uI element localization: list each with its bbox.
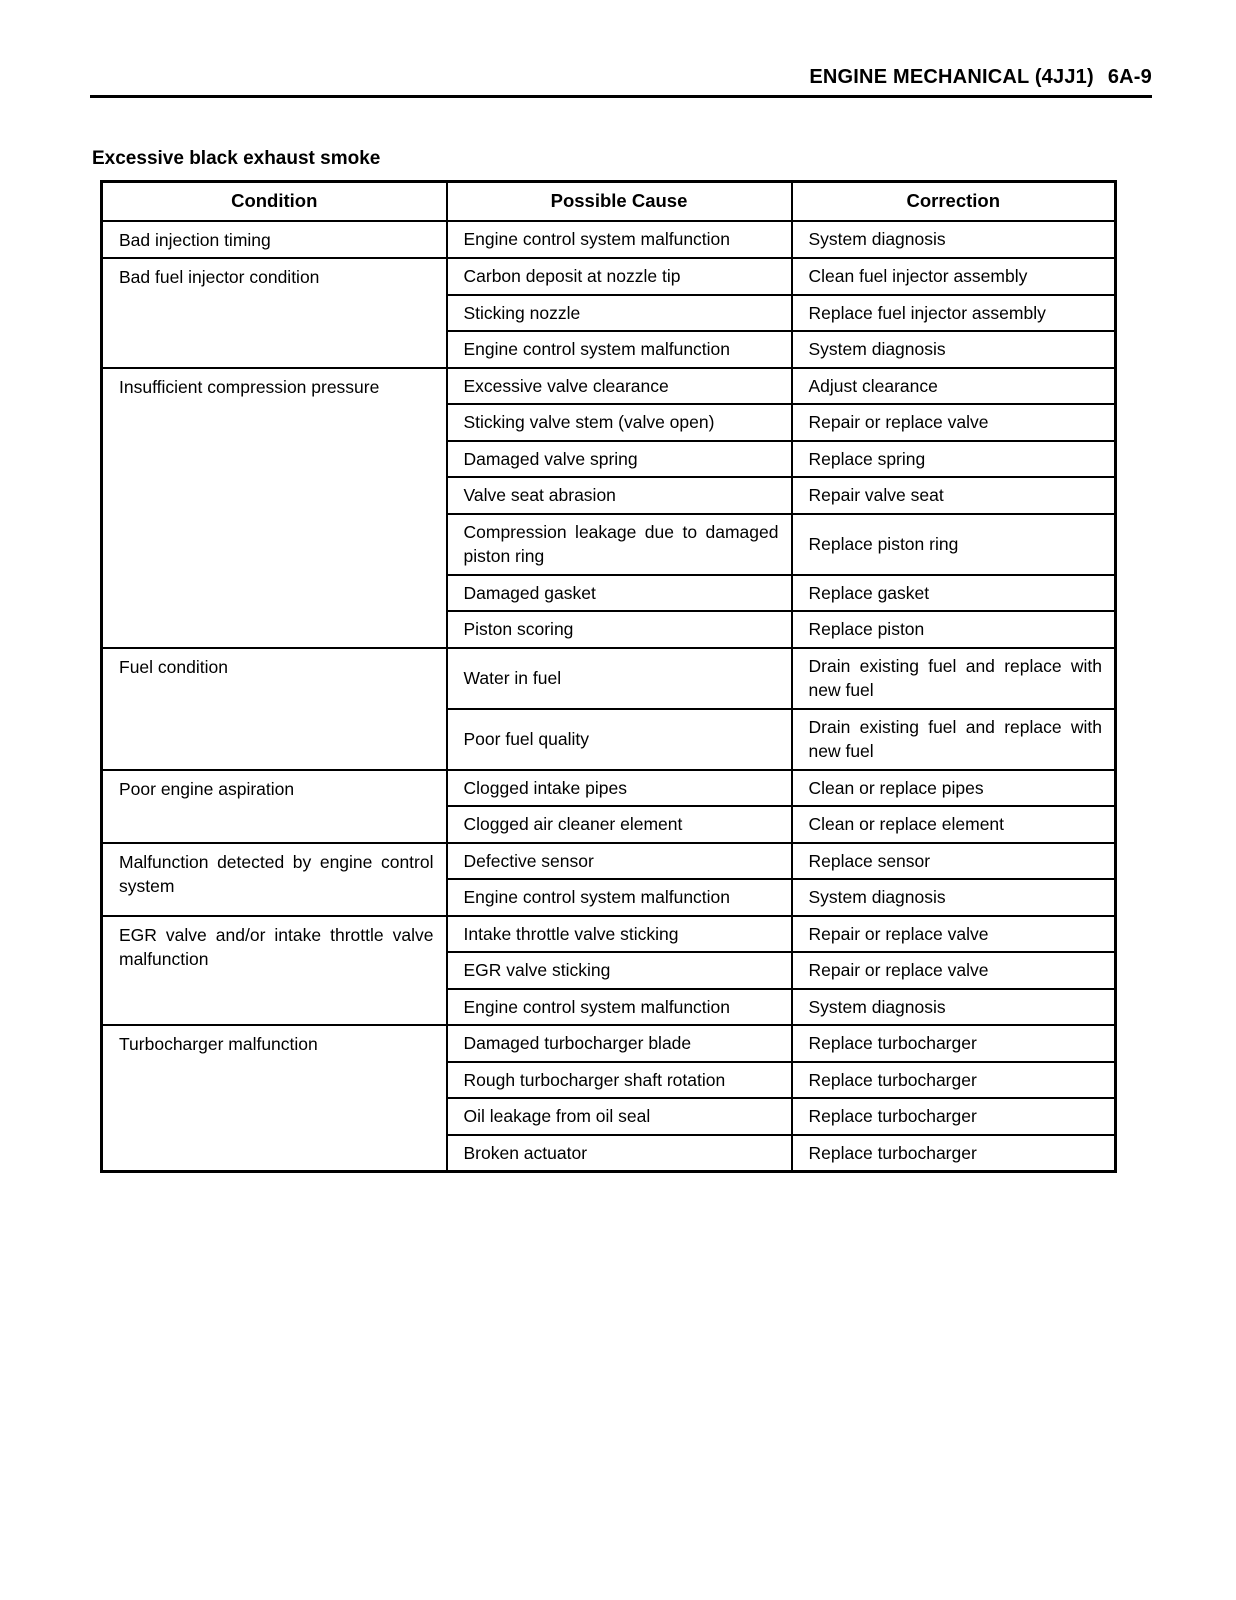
table-row: Poor engine aspiration Clogged intake pip… [100, 768, 1117, 844]
table-row: Damaged gasket Replace gasket [102, 573, 1117, 613]
table-row: Compression leakage due to damaged pisto… [102, 512, 1117, 576]
correction-cell: Drain existing fuel and replace with new… [790, 646, 1117, 710]
running-header-section: ENGINE MECHANICAL (4JJ1) [809, 66, 1094, 88]
running-header: ENGINE MECHANICAL (4JJ1) 6A-9 [90, 66, 1152, 89]
cause-cell: Clogged air cleaner element [445, 805, 793, 844]
table-header-row: Condition Possible Cause Correction [100, 180, 1117, 222]
correction-cell: Replace turbocharger [790, 1097, 1117, 1136]
header-rule [90, 95, 1152, 98]
table-row: Insufficient compression pressure Excessi… [100, 366, 1117, 649]
condition-cell: Fuel condition [100, 646, 448, 771]
correction-cell: Clean or replace pipes [790, 768, 1117, 808]
correction-cell: Replace turbocharger [790, 1024, 1117, 1063]
cause-cell: Broken actuator [445, 1133, 793, 1173]
table-row: Oil leakage from oil seal Replace turboch… [102, 1097, 1117, 1136]
table-row: EGR valve and/or intake throttle valve m… [100, 914, 1117, 1027]
correction-cell: System diagnosis [790, 219, 1117, 260]
correction-cell: Adjust clearance [790, 366, 1117, 406]
cause-cell: Carbon deposit at nozzle tip [445, 257, 793, 296]
cause-cell: Piston scoring [445, 610, 793, 649]
correction-cell: Replace turbocharger [790, 1133, 1117, 1173]
cause-cell: Damaged turbocharger blade [445, 1024, 793, 1063]
table-row: Broken actuator Replace turbocharger [102, 1133, 1117, 1173]
table-row: Engine control system malfunction System … [102, 330, 1117, 369]
table-row: Engine control system malfunction System … [102, 987, 1117, 1027]
correction-cell: Replace turbocharger [790, 1060, 1117, 1100]
table-row: Damaged valve spring Replace spring [102, 439, 1117, 479]
correction-cell: System diagnosis [790, 878, 1117, 917]
table-row: Fuel condition Water in fuel Drain existin… [100, 646, 1117, 771]
correction-cell: Drain existing fuel and replace with new… [790, 707, 1117, 771]
cause-cell: Defective sensor [445, 841, 793, 881]
condition-cell: Insufficient compression pressure [100, 366, 448, 649]
correction-cell: Replace sensor [790, 841, 1117, 881]
correction-cell: Replace spring [790, 439, 1117, 479]
section-title: Excessive black exhaust smoke [92, 148, 381, 169]
cause-cell: Sticking nozzle [445, 293, 793, 333]
condition-cell: Turbocharger malfunction [100, 1024, 448, 1173]
table-row: Malfunction detected by engine control s… [100, 841, 1117, 917]
cause-cell: Excessive valve clearance [445, 366, 793, 406]
table-row: Turbocharger malfunction Damaged turbocha… [100, 1024, 1117, 1173]
column-header-possible-cause: Possible Cause [445, 180, 793, 222]
cause-cell: Engine control system malfunction [445, 330, 793, 369]
table-row: Valve seat abrasion Repair valve seat [102, 476, 1117, 515]
cause-cell: Damaged gasket [445, 573, 793, 613]
cause-cell: EGR valve sticking [445, 951, 793, 990]
cause-cell: Sticking valve stem (valve open) [445, 403, 793, 442]
cause-cell: Clogged intake pipes [445, 768, 793, 808]
table-row: Bad fuel injector condition Carbon deposi… [100, 257, 1117, 369]
condition-cell: Malfunction detected by engine control s… [100, 841, 448, 917]
correction-cell: Repair or replace valve [790, 951, 1117, 990]
condition-cell: EGR valve and/or intake throttle valve m… [100, 914, 448, 1027]
correction-cell: Replace gasket [790, 573, 1117, 613]
cause-cell: Engine control system malfunction [445, 987, 793, 1027]
correction-cell: Repair or replace valve [790, 914, 1117, 954]
table-row: Clogged air cleaner element Clean or repl… [102, 805, 1117, 844]
correction-cell: Replace fuel injector assembly [790, 293, 1117, 333]
correction-cell: Clean fuel injector assembly [790, 257, 1117, 296]
correction-cell: Repair valve seat [790, 476, 1117, 515]
cause-cell: Valve seat abrasion [445, 476, 793, 515]
condition-cell: Poor engine aspiration [100, 768, 448, 844]
cause-cell: Intake throttle valve sticking [445, 914, 793, 954]
column-header-correction: Correction [790, 180, 1117, 222]
correction-cell: System diagnosis [790, 330, 1117, 369]
condition-cell: Bad fuel injector condition [100, 257, 448, 369]
table-row: EGR valve sticking Repair or replace valv… [102, 951, 1117, 990]
table-row: Sticking valve stem (valve open) Repair o… [102, 403, 1117, 442]
correction-cell: Replace piston ring [790, 512, 1117, 576]
cause-cell: Engine control system malfunction [445, 878, 793, 917]
table-row: Sticking nozzle Replace fuel injector ass… [102, 293, 1117, 333]
cause-cell: Rough turbocharger shaft rotation [445, 1060, 793, 1100]
cause-cell: Water in fuel [445, 646, 793, 710]
table-row: Bad injection timing Engine control syste… [100, 219, 1117, 260]
cause-cell: Engine control system malfunction [445, 219, 793, 260]
cause-cell: Damaged valve spring [445, 439, 793, 479]
table-row: Engine control system malfunction System … [102, 878, 1117, 917]
correction-cell: System diagnosis [790, 987, 1117, 1027]
cause-cell: Oil leakage from oil seal [445, 1097, 793, 1136]
running-header-page-number: 6A-9 [1107, 66, 1152, 88]
correction-cell: Clean or replace element [790, 805, 1117, 844]
table-row: Rough turbocharger shaft rotation Replace… [102, 1060, 1117, 1100]
cause-cell: Compression leakage due to damaged pisto… [445, 512, 793, 576]
correction-cell: Replace piston [790, 610, 1117, 649]
cause-cell: Poor fuel quality [445, 707, 793, 771]
correction-cell: Repair or replace valve [790, 403, 1117, 442]
column-header-condition: Condition [100, 180, 448, 222]
table-row: Piston scoring Replace piston [102, 610, 1117, 649]
condition-cell: Bad injection timing [100, 219, 448, 260]
troubleshooting-table: Condition Possible Cause Correction Bad in… [100, 180, 1117, 1174]
table-row: Poor fuel quality Drain existing fuel and… [102, 707, 1117, 771]
